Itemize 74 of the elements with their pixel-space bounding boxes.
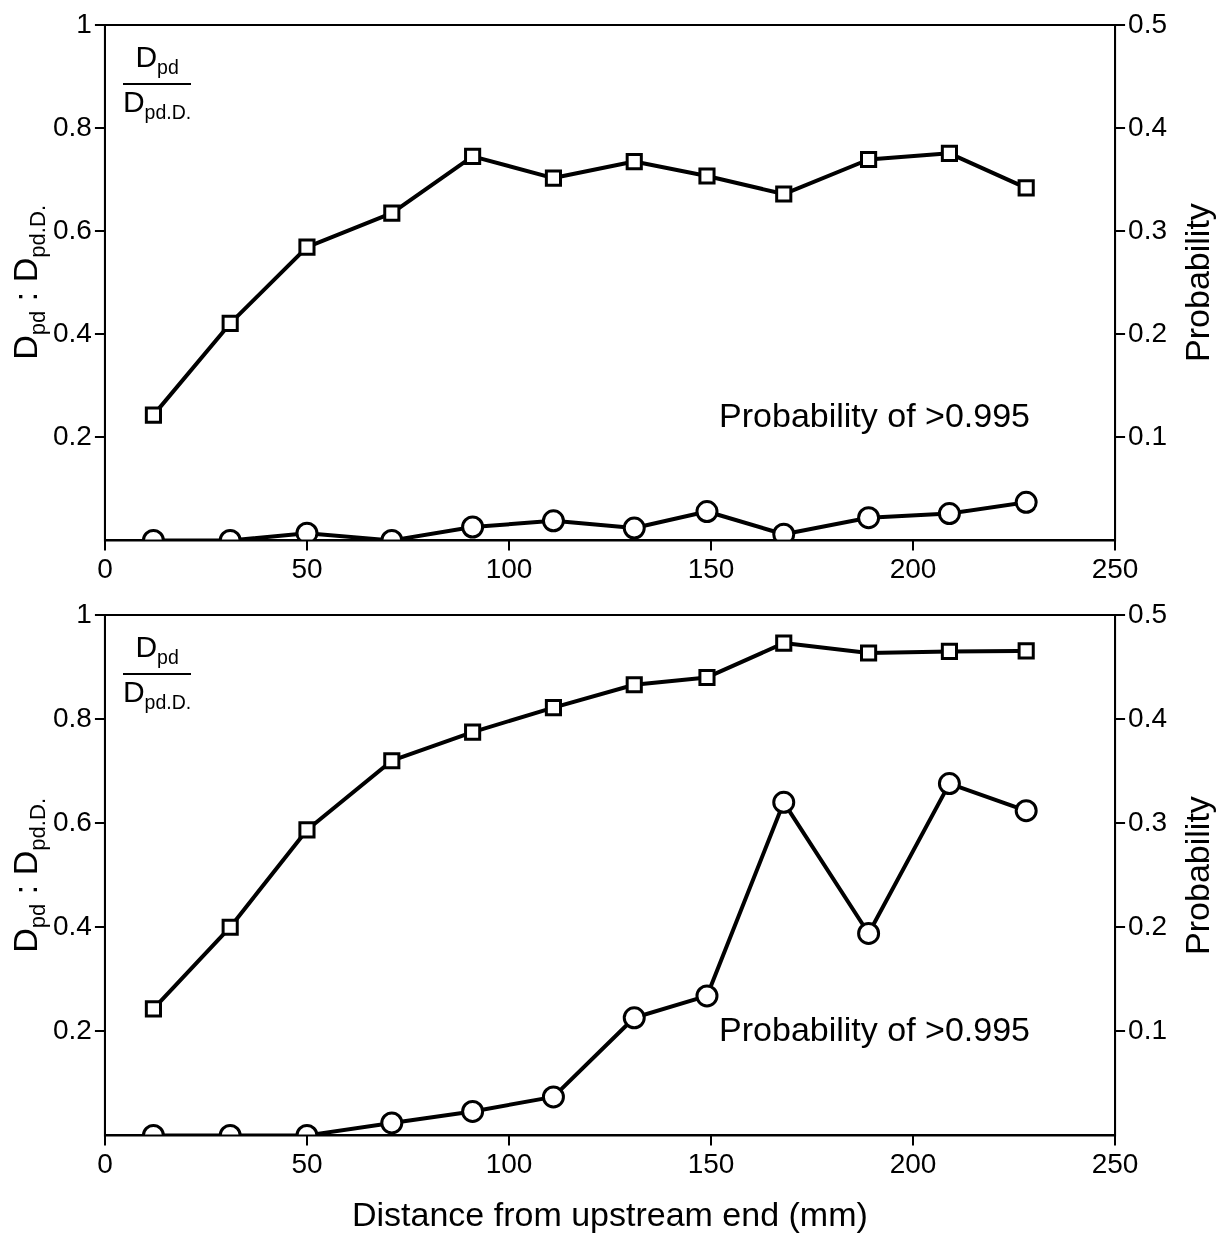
series-label: Probability of >0.995 <box>719 396 1030 436</box>
y2-tick-label: 0.5 <box>1128 7 1168 39</box>
y-tick-label: 0.2 <box>52 420 92 452</box>
y-tick-label: 0.2 <box>52 1014 92 1046</box>
point <box>461 1099 485 1123</box>
y2-tick-label: 0.3 <box>1128 805 1168 837</box>
point <box>1014 799 1038 823</box>
point <box>940 642 958 660</box>
point <box>698 668 716 687</box>
y-tick-label: 0.4 <box>52 316 92 348</box>
annotation: D$_{pd}$ <box>122 630 192 675</box>
point <box>144 1000 162 1018</box>
y-tick-label: 0.4 <box>52 909 92 941</box>
y-tick-label: 0.8 <box>52 110 92 142</box>
point <box>857 921 881 945</box>
point <box>544 699 562 717</box>
x-tick-label: 150 <box>687 552 735 584</box>
point <box>1017 642 1035 660</box>
x-tick-label: 50 <box>291 552 323 584</box>
point <box>622 1006 646 1030</box>
point <box>1017 179 1035 197</box>
point <box>625 153 643 171</box>
point <box>383 204 401 222</box>
y2-tick-label: 0.4 <box>1128 110 1168 142</box>
x-tick-label: 250 <box>1091 552 1139 584</box>
point <box>380 1111 404 1135</box>
point <box>940 144 958 162</box>
series-label: Probability of >0.995 <box>719 1009 1030 1049</box>
point <box>860 644 878 662</box>
x-axis-title: Distance from upstream end (mm) <box>352 1195 868 1234</box>
point <box>695 984 719 1008</box>
point <box>464 147 482 165</box>
point <box>698 167 716 185</box>
y2-tick-label: 0.1 <box>1128 420 1168 452</box>
point <box>298 238 316 256</box>
y-tick-label: 0.6 <box>52 805 92 837</box>
x-tick-label: 200 <box>889 1147 937 1179</box>
annotation: D$_{pd.D.}$ <box>122 85 192 124</box>
point <box>541 1085 565 1109</box>
x-tick-label: 100 <box>485 552 533 584</box>
point <box>775 634 793 652</box>
y2-tick-label: 0.2 <box>1128 316 1168 348</box>
y-tick-label: 0.6 <box>52 213 92 245</box>
y2-tick-label: 0.3 <box>1128 213 1168 245</box>
x-tick-label: 200 <box>889 552 937 584</box>
annotation: D$_{pd.D.}$ <box>122 675 192 714</box>
y-tick-label: 1 <box>76 597 92 629</box>
y2-tick-label: 0.1 <box>1128 1014 1168 1046</box>
x-tick-label: 100 <box>485 1147 533 1179</box>
point <box>221 918 239 936</box>
y2-tick-label: 0.4 <box>1128 701 1168 733</box>
y2-axis-title: Probability <box>1177 795 1217 955</box>
x-tick-label: 250 <box>1091 1147 1139 1179</box>
y-tick-label: 1 <box>76 7 92 39</box>
point <box>772 790 796 814</box>
y2-axis-title: Probability <box>1177 203 1217 363</box>
point <box>464 723 482 741</box>
y2-tick-label: 0.5 <box>1128 597 1168 629</box>
point <box>383 752 401 770</box>
x-tick-label: 150 <box>687 1147 735 1179</box>
point <box>221 314 239 332</box>
x-tick-label: 0 <box>97 1147 113 1179</box>
point <box>625 676 643 694</box>
point <box>775 185 793 203</box>
point <box>937 772 961 796</box>
x-tick-label: 0 <box>97 552 113 584</box>
point <box>144 406 162 424</box>
x-tick-label: 50 <box>291 1147 323 1179</box>
point <box>544 169 562 187</box>
y-tick-label: 0.8 <box>52 701 92 733</box>
point <box>298 821 316 839</box>
annotation: D$_{pd}$ <box>122 40 192 85</box>
y2-tick-label: 0.2 <box>1128 909 1168 941</box>
point <box>860 150 878 169</box>
